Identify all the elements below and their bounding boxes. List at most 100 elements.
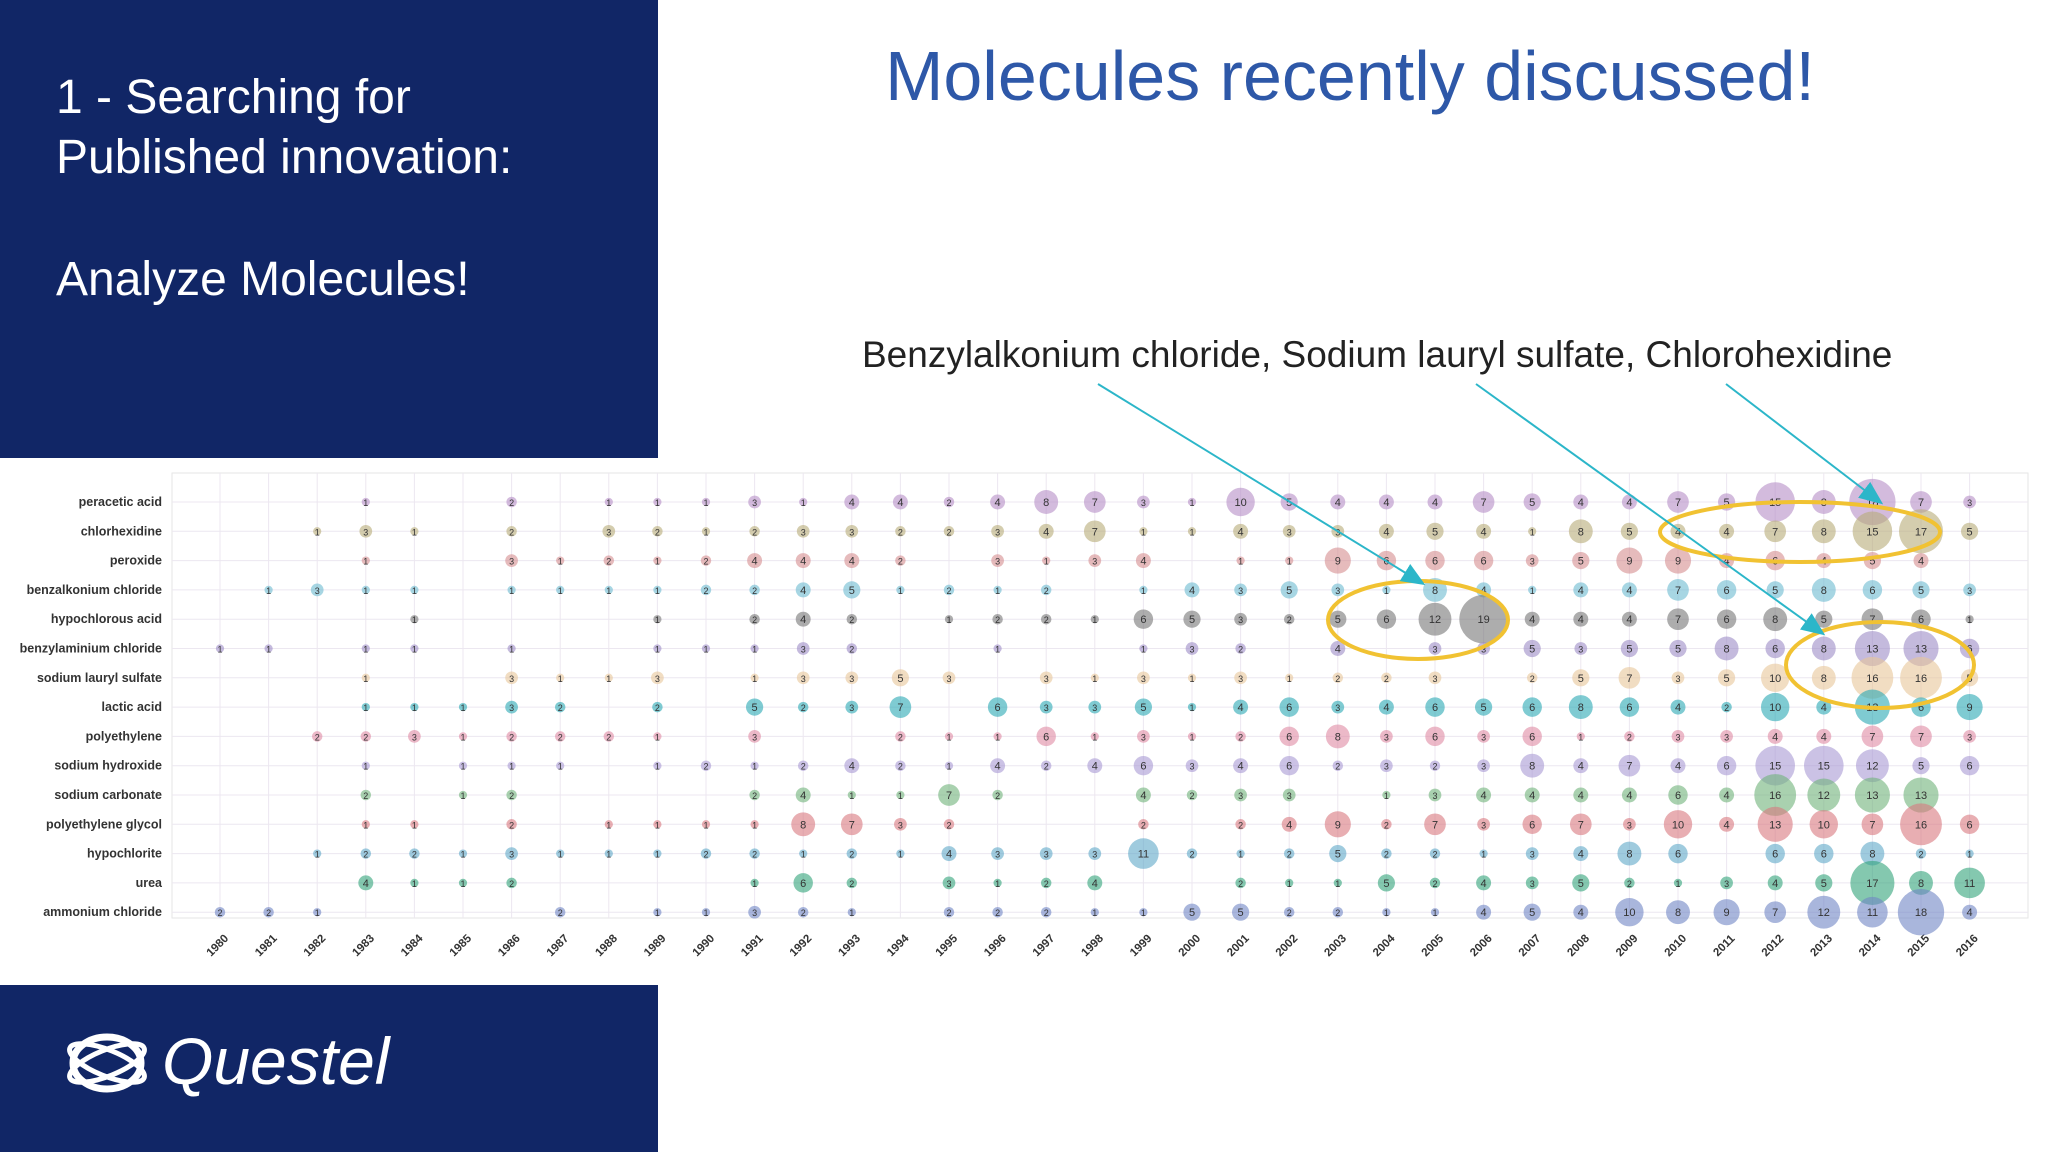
bubble bbox=[1523, 639, 1541, 658]
bubble-value: 1 bbox=[1092, 615, 1097, 625]
bubble-value: 3 bbox=[898, 820, 903, 830]
bubble-value: 5 bbox=[1189, 907, 1195, 919]
bubble-value: 8 bbox=[1578, 526, 1584, 538]
bubble-value: 9 bbox=[1626, 556, 1632, 568]
bubble-value: 1 bbox=[558, 674, 563, 684]
bubble-value: 2 bbox=[655, 703, 660, 713]
bubble-value: 4 bbox=[995, 761, 1001, 773]
x-tick-label: 1992 bbox=[788, 933, 815, 960]
bubble-value: 8 bbox=[1043, 497, 1049, 509]
x-tick-label: 1999 bbox=[1128, 933, 1155, 960]
bubble bbox=[1962, 904, 1978, 920]
bubble-value: 6 bbox=[1043, 731, 1049, 743]
bubble-value: 3 bbox=[995, 850, 1000, 860]
bubble bbox=[944, 761, 954, 770]
bubble bbox=[844, 494, 860, 510]
bubble-value: 6 bbox=[1918, 614, 1924, 626]
bubble bbox=[845, 524, 859, 538]
bubble-value: 8 bbox=[1821, 673, 1827, 685]
x-tick-label: 1996 bbox=[982, 933, 1009, 960]
row-label: ammonium chloride bbox=[43, 905, 162, 919]
bubble bbox=[1912, 757, 1930, 775]
bubble-value: 5 bbox=[1140, 702, 1146, 714]
bubble-value: 1 bbox=[1967, 850, 1972, 860]
bubble bbox=[653, 585, 662, 595]
panel-line-3: Analyze Molecules! bbox=[56, 253, 470, 306]
bubble bbox=[990, 758, 1006, 774]
bubble bbox=[895, 555, 906, 566]
bubble-value: 3 bbox=[1530, 879, 1535, 889]
bubble-value: 2 bbox=[509, 527, 514, 537]
bubble-value: 17 bbox=[1866, 878, 1878, 890]
bubble-value: 5 bbox=[1529, 497, 1535, 509]
bubble-value: 3 bbox=[946, 879, 951, 889]
bubble bbox=[1525, 876, 1539, 890]
bubble-value: 2 bbox=[849, 615, 854, 625]
bubble bbox=[943, 906, 955, 918]
bubble-value: 4 bbox=[800, 585, 806, 597]
bubble-value: 4 bbox=[1481, 907, 1487, 919]
bubble bbox=[943, 819, 955, 830]
bubble-value: 5 bbox=[1626, 644, 1632, 656]
bubble-value: 6 bbox=[1675, 790, 1681, 802]
bubble-value: 1 bbox=[1530, 527, 1535, 537]
bubble-value: 15 bbox=[1769, 497, 1781, 509]
bubble bbox=[895, 760, 906, 771]
bubble-value: 1 bbox=[655, 820, 660, 830]
bubble-value: 6 bbox=[1140, 761, 1146, 773]
bubble bbox=[1807, 778, 1841, 812]
bubble-value: 1 bbox=[363, 557, 368, 567]
bubble-value: 1 bbox=[1578, 732, 1583, 742]
bubble bbox=[749, 613, 760, 625]
bubble-value: 3 bbox=[1481, 820, 1486, 830]
bubble bbox=[894, 817, 907, 831]
bubble bbox=[840, 813, 863, 836]
bubble-value: 1 bbox=[703, 645, 708, 655]
bubble bbox=[1430, 908, 1440, 917]
bubble-value: 2 bbox=[1044, 879, 1049, 889]
bubble bbox=[796, 671, 810, 685]
x-tick-label: 1998 bbox=[1079, 932, 1106, 959]
bubble bbox=[700, 584, 712, 596]
bubble-value: 4 bbox=[1821, 556, 1827, 568]
bubble bbox=[1135, 787, 1151, 803]
bubble-value: 4 bbox=[1724, 526, 1730, 538]
bubble bbox=[747, 553, 763, 569]
bubble-value: 6 bbox=[995, 702, 1001, 714]
row-label: polyethylene bbox=[86, 729, 162, 743]
bubble bbox=[1429, 877, 1441, 889]
panel-line-1: 1 - Searching for bbox=[56, 71, 411, 124]
x-tick-label: 2010 bbox=[1663, 933, 1690, 960]
main-title: Molecules recently discussed! bbox=[885, 37, 1815, 115]
bubble-value: 2 bbox=[946, 908, 951, 918]
bubble bbox=[1040, 760, 1052, 771]
bubble-value: 7 bbox=[1675, 585, 1681, 597]
bubble bbox=[1755, 745, 1795, 786]
bubble-value: 2 bbox=[995, 908, 1000, 918]
x-tick-label: 1982 bbox=[302, 933, 329, 960]
bubble-value: 1 bbox=[460, 703, 465, 713]
bubble-value: 2 bbox=[1287, 908, 1292, 918]
bubble-value: 2 bbox=[1287, 615, 1292, 625]
bubble-value: 1 bbox=[752, 879, 757, 889]
bubble-value: 19 bbox=[1477, 614, 1489, 626]
bubble-value: 4 bbox=[1724, 819, 1730, 831]
bubble-value: 2 bbox=[217, 908, 222, 918]
bubble bbox=[653, 820, 662, 829]
bubble-value: 2 bbox=[1335, 674, 1340, 684]
bubble-value: 1 bbox=[363, 820, 368, 830]
bubble-value: 4 bbox=[1918, 556, 1924, 568]
bubble-value: 8 bbox=[1918, 878, 1924, 890]
bubble bbox=[1620, 639, 1638, 658]
bubble-value: 3 bbox=[1481, 762, 1486, 772]
bubble bbox=[993, 644, 1002, 653]
bubble bbox=[361, 497, 370, 507]
bubble bbox=[604, 849, 613, 858]
bubble bbox=[1186, 848, 1198, 859]
bubble-value: 2 bbox=[1724, 703, 1729, 713]
bubble-value: 1 bbox=[1530, 586, 1535, 596]
bubble bbox=[1671, 671, 1685, 685]
bubble bbox=[1378, 699, 1394, 715]
bubble-value: 2 bbox=[849, 850, 854, 860]
bubble-value: 3 bbox=[1627, 820, 1632, 830]
